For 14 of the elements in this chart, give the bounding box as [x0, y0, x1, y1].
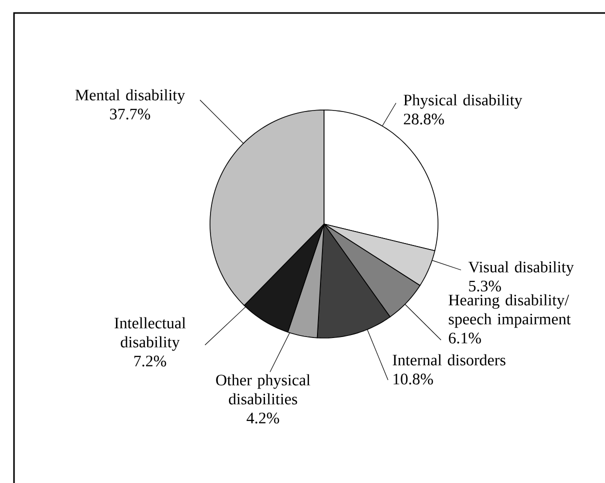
data-label: 4.2% — [246, 412, 280, 424]
slice-label: Mental disability — [75, 89, 186, 104]
legend-label: Intellectual disability — [114, 317, 186, 351]
slice-label: Internal disorders — [392, 354, 506, 366]
data-label: 10.8% — [394, 374, 433, 385]
slice-label: Visual disability — [468, 261, 574, 276]
data-label: 37.7% — [110, 108, 150, 120]
slice-label: Physical disability — [404, 94, 522, 109]
data-label: 5.3% — [469, 280, 501, 292]
data-label: 28.8% — [404, 114, 444, 125]
slice-label: Hearing disability/ speech impairment — [448, 294, 571, 328]
data-label: 6.1% — [448, 332, 481, 344]
slice-label: Other physical disabilities — [216, 374, 310, 404]
data-label: 7.2% — [134, 356, 166, 367]
